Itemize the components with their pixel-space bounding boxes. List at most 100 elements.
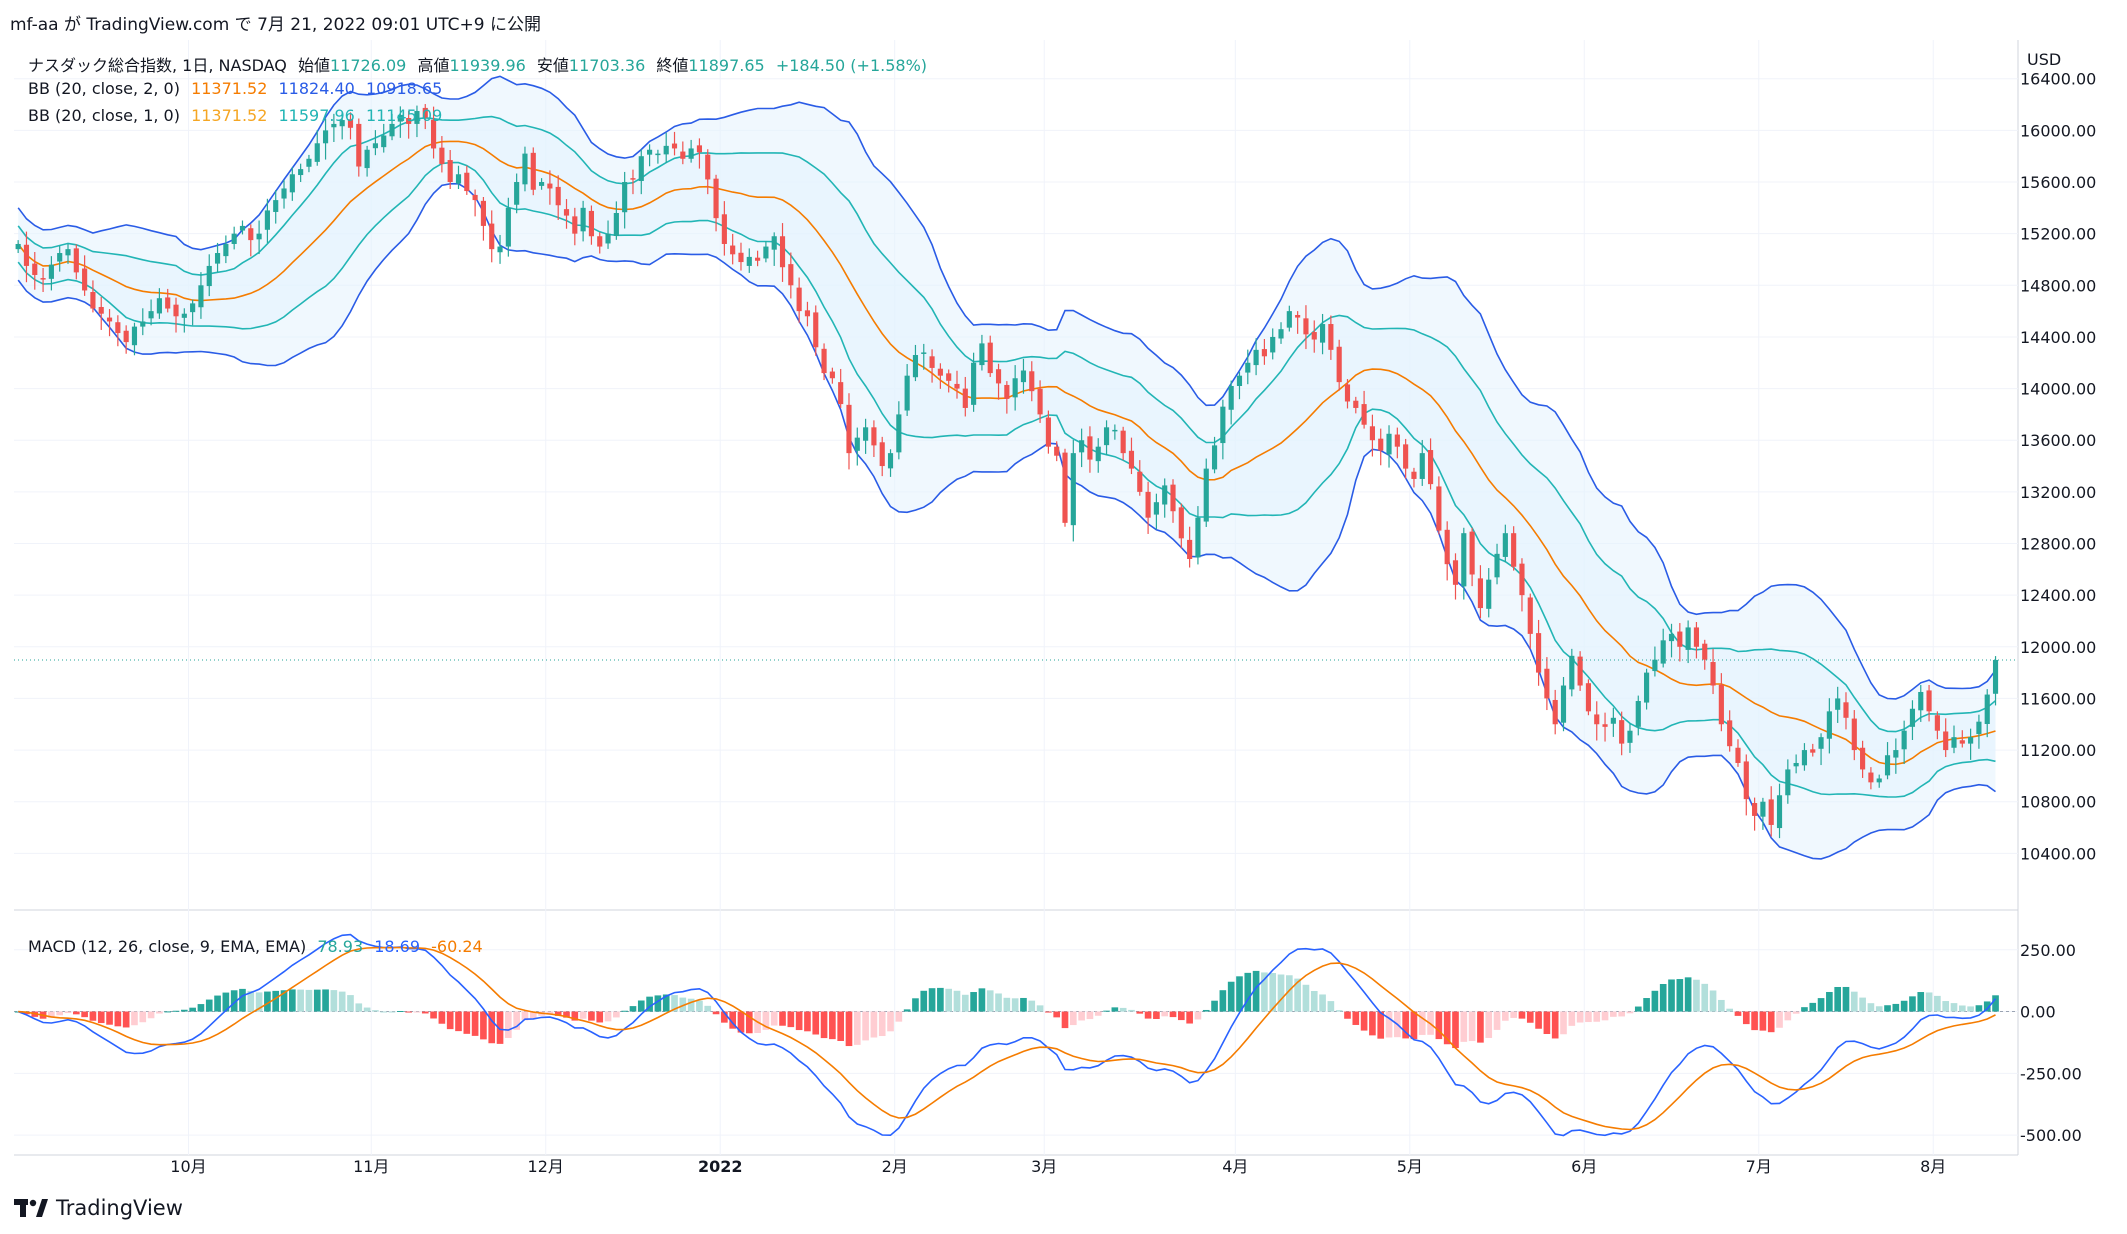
macd-hist-bar	[1477, 1011, 1484, 1043]
publish-header: mf-aa が TradingView.com で 7月 21, 2022 09…	[10, 15, 541, 35]
macd-hist-bar	[1169, 1011, 1177, 1018]
candle-body	[414, 111, 420, 124]
macd-hist-bar	[1742, 1011, 1750, 1025]
open-label: 始値	[298, 56, 331, 75]
macd-hist-bar	[64, 1011, 72, 1014]
macd-hist-bar	[338, 991, 346, 1012]
candle-body	[1660, 640, 1666, 664]
candle-body	[630, 178, 636, 180]
macd-hist-bar	[1227, 981, 1235, 1012]
candle-body	[1411, 471, 1417, 479]
macd-hist-bar	[230, 990, 238, 1012]
macd-hist-bar	[421, 1011, 429, 1014]
candle-body	[1295, 314, 1301, 318]
macd-hist-bar	[745, 1011, 753, 1034]
y-tick-label: 12800.00	[2020, 535, 2096, 554]
candle-body	[381, 135, 387, 148]
candle-body	[422, 107, 428, 118]
bb2-fill	[18, 76, 1996, 859]
macd-hist-bar	[305, 989, 313, 1012]
candle-body	[181, 313, 187, 318]
candle-body	[1884, 755, 1891, 776]
macd-hist-bar	[1826, 991, 1833, 1012]
macd-hist-bar	[521, 1011, 529, 1021]
macd-hist-bar	[1161, 1011, 1169, 1017]
macd-hist-bar	[1701, 983, 1709, 1012]
macd-hist-bar	[505, 1011, 512, 1038]
candle-body	[1278, 329, 1284, 339]
macd-hist-bar	[895, 1011, 903, 1022]
candle-body	[821, 348, 827, 374]
macd-hist-bar	[1967, 1006, 1974, 1012]
candle-body	[65, 249, 71, 256]
macd-hist-bar	[1385, 1011, 1393, 1038]
candle-body	[1137, 471, 1143, 492]
macd-hist-bar	[1302, 984, 1310, 1012]
candle-body	[1403, 444, 1409, 469]
candle-body	[779, 236, 786, 268]
macd-hist-bar	[89, 1011, 97, 1021]
footer-brand[interactable]: TradingView	[14, 1196, 183, 1220]
macd-hist-bar	[1892, 1003, 1900, 1012]
candle-body	[1544, 668, 1550, 699]
macd-hist-bar	[1817, 998, 1825, 1012]
candle-body	[1112, 429, 1118, 432]
macd-hist-bar	[687, 998, 695, 1012]
macd-hist-bar	[1518, 1011, 1526, 1019]
candle-body	[239, 225, 246, 231]
macd-hist-bar	[205, 999, 213, 1012]
candle-body	[954, 383, 960, 389]
y-tick-label: 13600.00	[2020, 431, 2096, 450]
candle-body	[173, 304, 179, 317]
macd-hist-bar	[1335, 1010, 1343, 1012]
macd-hist-bar	[1103, 1010, 1110, 1012]
candle-body	[738, 252, 744, 263]
macd-hist-bar	[322, 989, 329, 1012]
high-label: 高値	[417, 56, 450, 75]
macd-hist-bar	[1252, 970, 1260, 1012]
candle-body	[190, 303, 196, 313]
macd-hist-bar	[1377, 1011, 1385, 1039]
candle-body	[1793, 762, 1799, 767]
macd-hist-bar	[463, 1011, 471, 1034]
macd-hist-bar	[1286, 975, 1293, 1012]
macd-hist-bar	[1402, 1011, 1409, 1039]
macd-hist-bar	[546, 1011, 554, 1015]
macd-hist-bar	[180, 1009, 188, 1012]
macd-hist-bar	[1435, 1011, 1443, 1040]
open-value: 11726.09	[330, 56, 407, 75]
change-value: +184.50 (+1.58%)	[775, 56, 928, 75]
macd-hist-bar	[563, 1011, 570, 1018]
candle-body	[1477, 578, 1483, 609]
symbol-name[interactable]: ナスダック総合指数, 1日, NASDAQ	[28, 56, 287, 75]
candle-body	[929, 356, 935, 368]
candle-body	[663, 145, 669, 155]
candle-body	[1436, 486, 1442, 531]
bb2-lower: 10918.65	[365, 79, 443, 98]
legend-bb2[interactable]: BB (20, close, 2, 0) 11371.52 11824.40 1…	[28, 79, 442, 98]
candle-body	[447, 160, 453, 183]
macd-hist-bar	[1460, 1011, 1468, 1042]
macd-hist-bar	[787, 1011, 795, 1028]
legend-bb1[interactable]: BB (20, close, 1, 0) 11371.52 11597.96 1…	[28, 106, 442, 125]
candle-body	[1718, 684, 1724, 725]
candle-body	[430, 119, 437, 149]
candle-body	[1577, 656, 1583, 686]
macd-hist-bar	[438, 1011, 446, 1024]
macd-hist-bar	[887, 1011, 894, 1032]
y-tick-label: 13200.00	[2020, 483, 2096, 502]
candle-body	[588, 210, 595, 237]
macd-hist-bar	[1983, 1001, 1991, 1012]
legend-macd[interactable]: MACD (12, 26, close, 9, EMA, EMA) 78.93 …	[28, 937, 483, 956]
macd-hist-bar	[1277, 974, 1285, 1012]
x-tick-label: 10月	[170, 1157, 206, 1176]
macd-hist-bar	[554, 1011, 562, 1016]
macd-hist-bar	[795, 1011, 803, 1031]
candle-body	[364, 149, 370, 169]
candle-body	[439, 147, 445, 164]
macd-hist-bar	[1526, 1011, 1534, 1023]
candle-body	[1253, 349, 1259, 366]
bb1-lower-line	[17, 161, 1996, 798]
x-tick-label: 8月	[1920, 1157, 1946, 1176]
